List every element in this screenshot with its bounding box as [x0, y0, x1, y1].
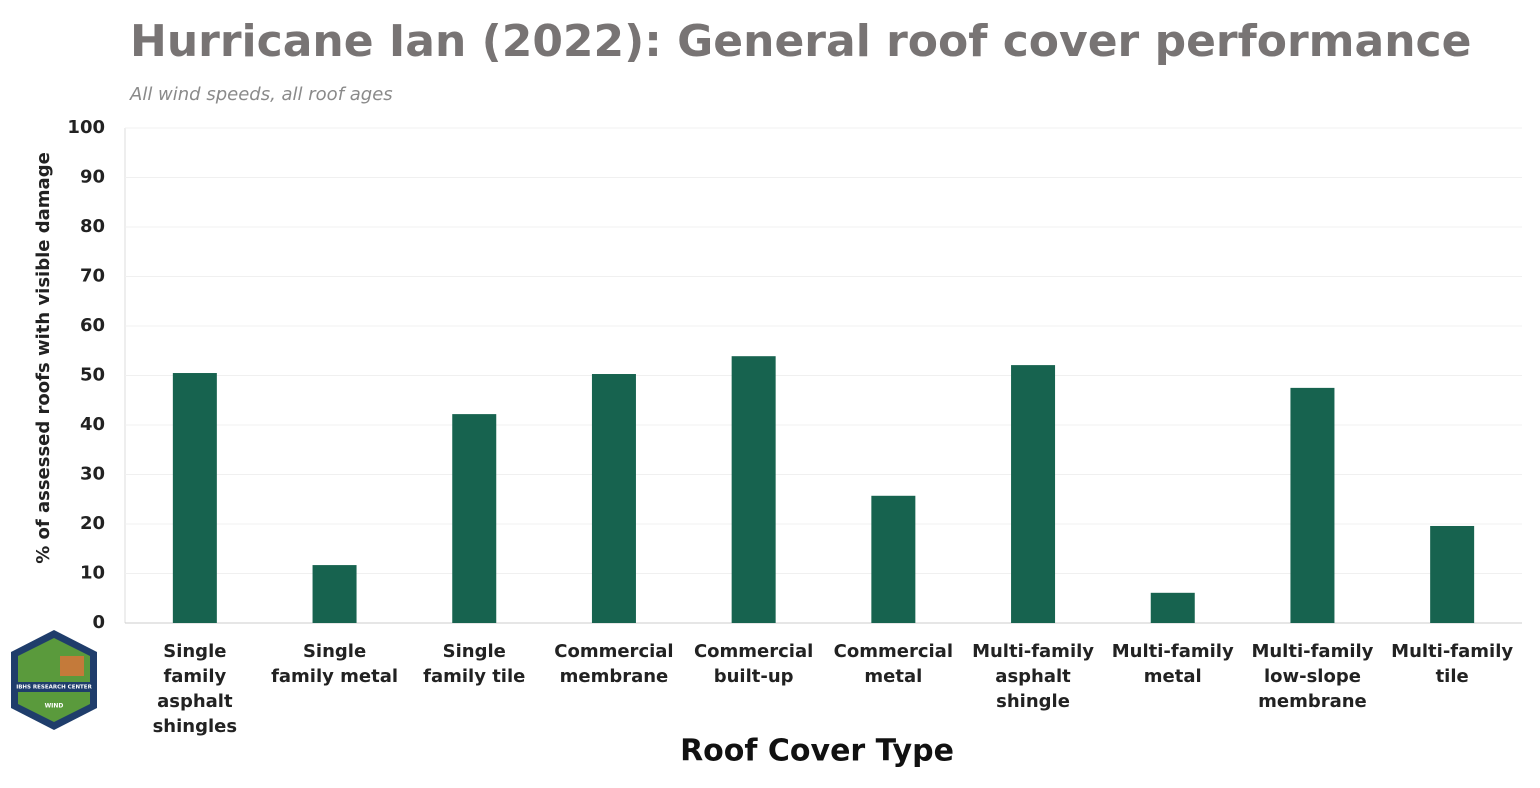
x-axis-label: Roof Cover Type — [680, 734, 954, 769]
y-tick-label: 30 — [80, 464, 105, 485]
x-tick-label: Single family metal — [271, 641, 399, 687]
logo-label: WIND — [45, 703, 64, 710]
x-tick-label: Commercial metal — [833, 641, 954, 687]
bar — [1150, 592, 1195, 623]
y-tick-label: 40 — [80, 414, 105, 435]
y-tick-label: 0 — [92, 612, 105, 633]
y-tick-label: 50 — [80, 365, 105, 386]
chart-title: Hurricane Ian (2022): General roof cover… — [130, 16, 1471, 67]
bar — [452, 414, 497, 623]
bar — [312, 565, 357, 623]
bar — [1430, 525, 1475, 623]
bar — [731, 356, 776, 623]
y-tick-label: 10 — [80, 563, 105, 584]
x-tick-label: Single family asphalt shingles — [152, 641, 238, 737]
y-tick-label: 70 — [80, 266, 105, 287]
x-tick-label: Multi-family low-slope membrane — [1251, 641, 1374, 712]
bar — [591, 374, 636, 623]
bar — [1290, 387, 1335, 623]
y-tick-label: 60 — [80, 315, 105, 336]
bar — [172, 373, 217, 623]
logo: IBHS RESEARCH CENTER WIND — [11, 630, 97, 730]
x-tick-label: Multi-family asphalt shingle — [972, 641, 1095, 712]
y-tick-label: 100 — [67, 117, 105, 138]
logo-house — [60, 656, 84, 676]
x-tick-label: Commercial membrane — [554, 641, 674, 687]
x-tick-label: Commercial built-up — [693, 641, 814, 687]
y-tick-label: 80 — [80, 216, 105, 237]
logo-text: IBHS RESEARCH CENTER — [16, 685, 92, 691]
bar — [1011, 365, 1056, 623]
logo-band — [18, 682, 90, 692]
y-tick-label: 20 — [80, 513, 105, 534]
y-axis-label: % of assessed roofs with visible damage — [33, 152, 54, 564]
x-tick-label: Multi-family metal — [1111, 641, 1234, 687]
x-tick-label: Single family tile — [423, 641, 526, 687]
bar — [871, 495, 916, 623]
x-tick-label: Multi-family tile — [1391, 641, 1514, 687]
y-tick-label: 90 — [80, 167, 105, 188]
chart-subtitle: All wind speeds, all roof ages — [129, 84, 393, 105]
